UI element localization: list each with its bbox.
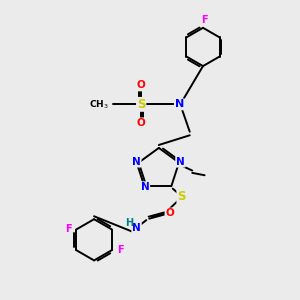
Text: H: H	[125, 218, 134, 227]
Text: O: O	[165, 208, 174, 218]
Text: N: N	[176, 157, 185, 167]
Text: O: O	[137, 118, 146, 128]
Text: F: F	[65, 224, 72, 235]
Text: S: S	[137, 98, 146, 111]
Text: N: N	[132, 223, 141, 233]
Text: N: N	[132, 157, 141, 167]
Text: CH$_3$: CH$_3$	[89, 98, 109, 111]
Text: N: N	[140, 182, 149, 192]
Text: N: N	[175, 99, 184, 110]
Text: S: S	[177, 190, 186, 203]
Text: O: O	[137, 80, 146, 90]
Text: F: F	[201, 15, 208, 25]
Text: F: F	[117, 245, 124, 255]
